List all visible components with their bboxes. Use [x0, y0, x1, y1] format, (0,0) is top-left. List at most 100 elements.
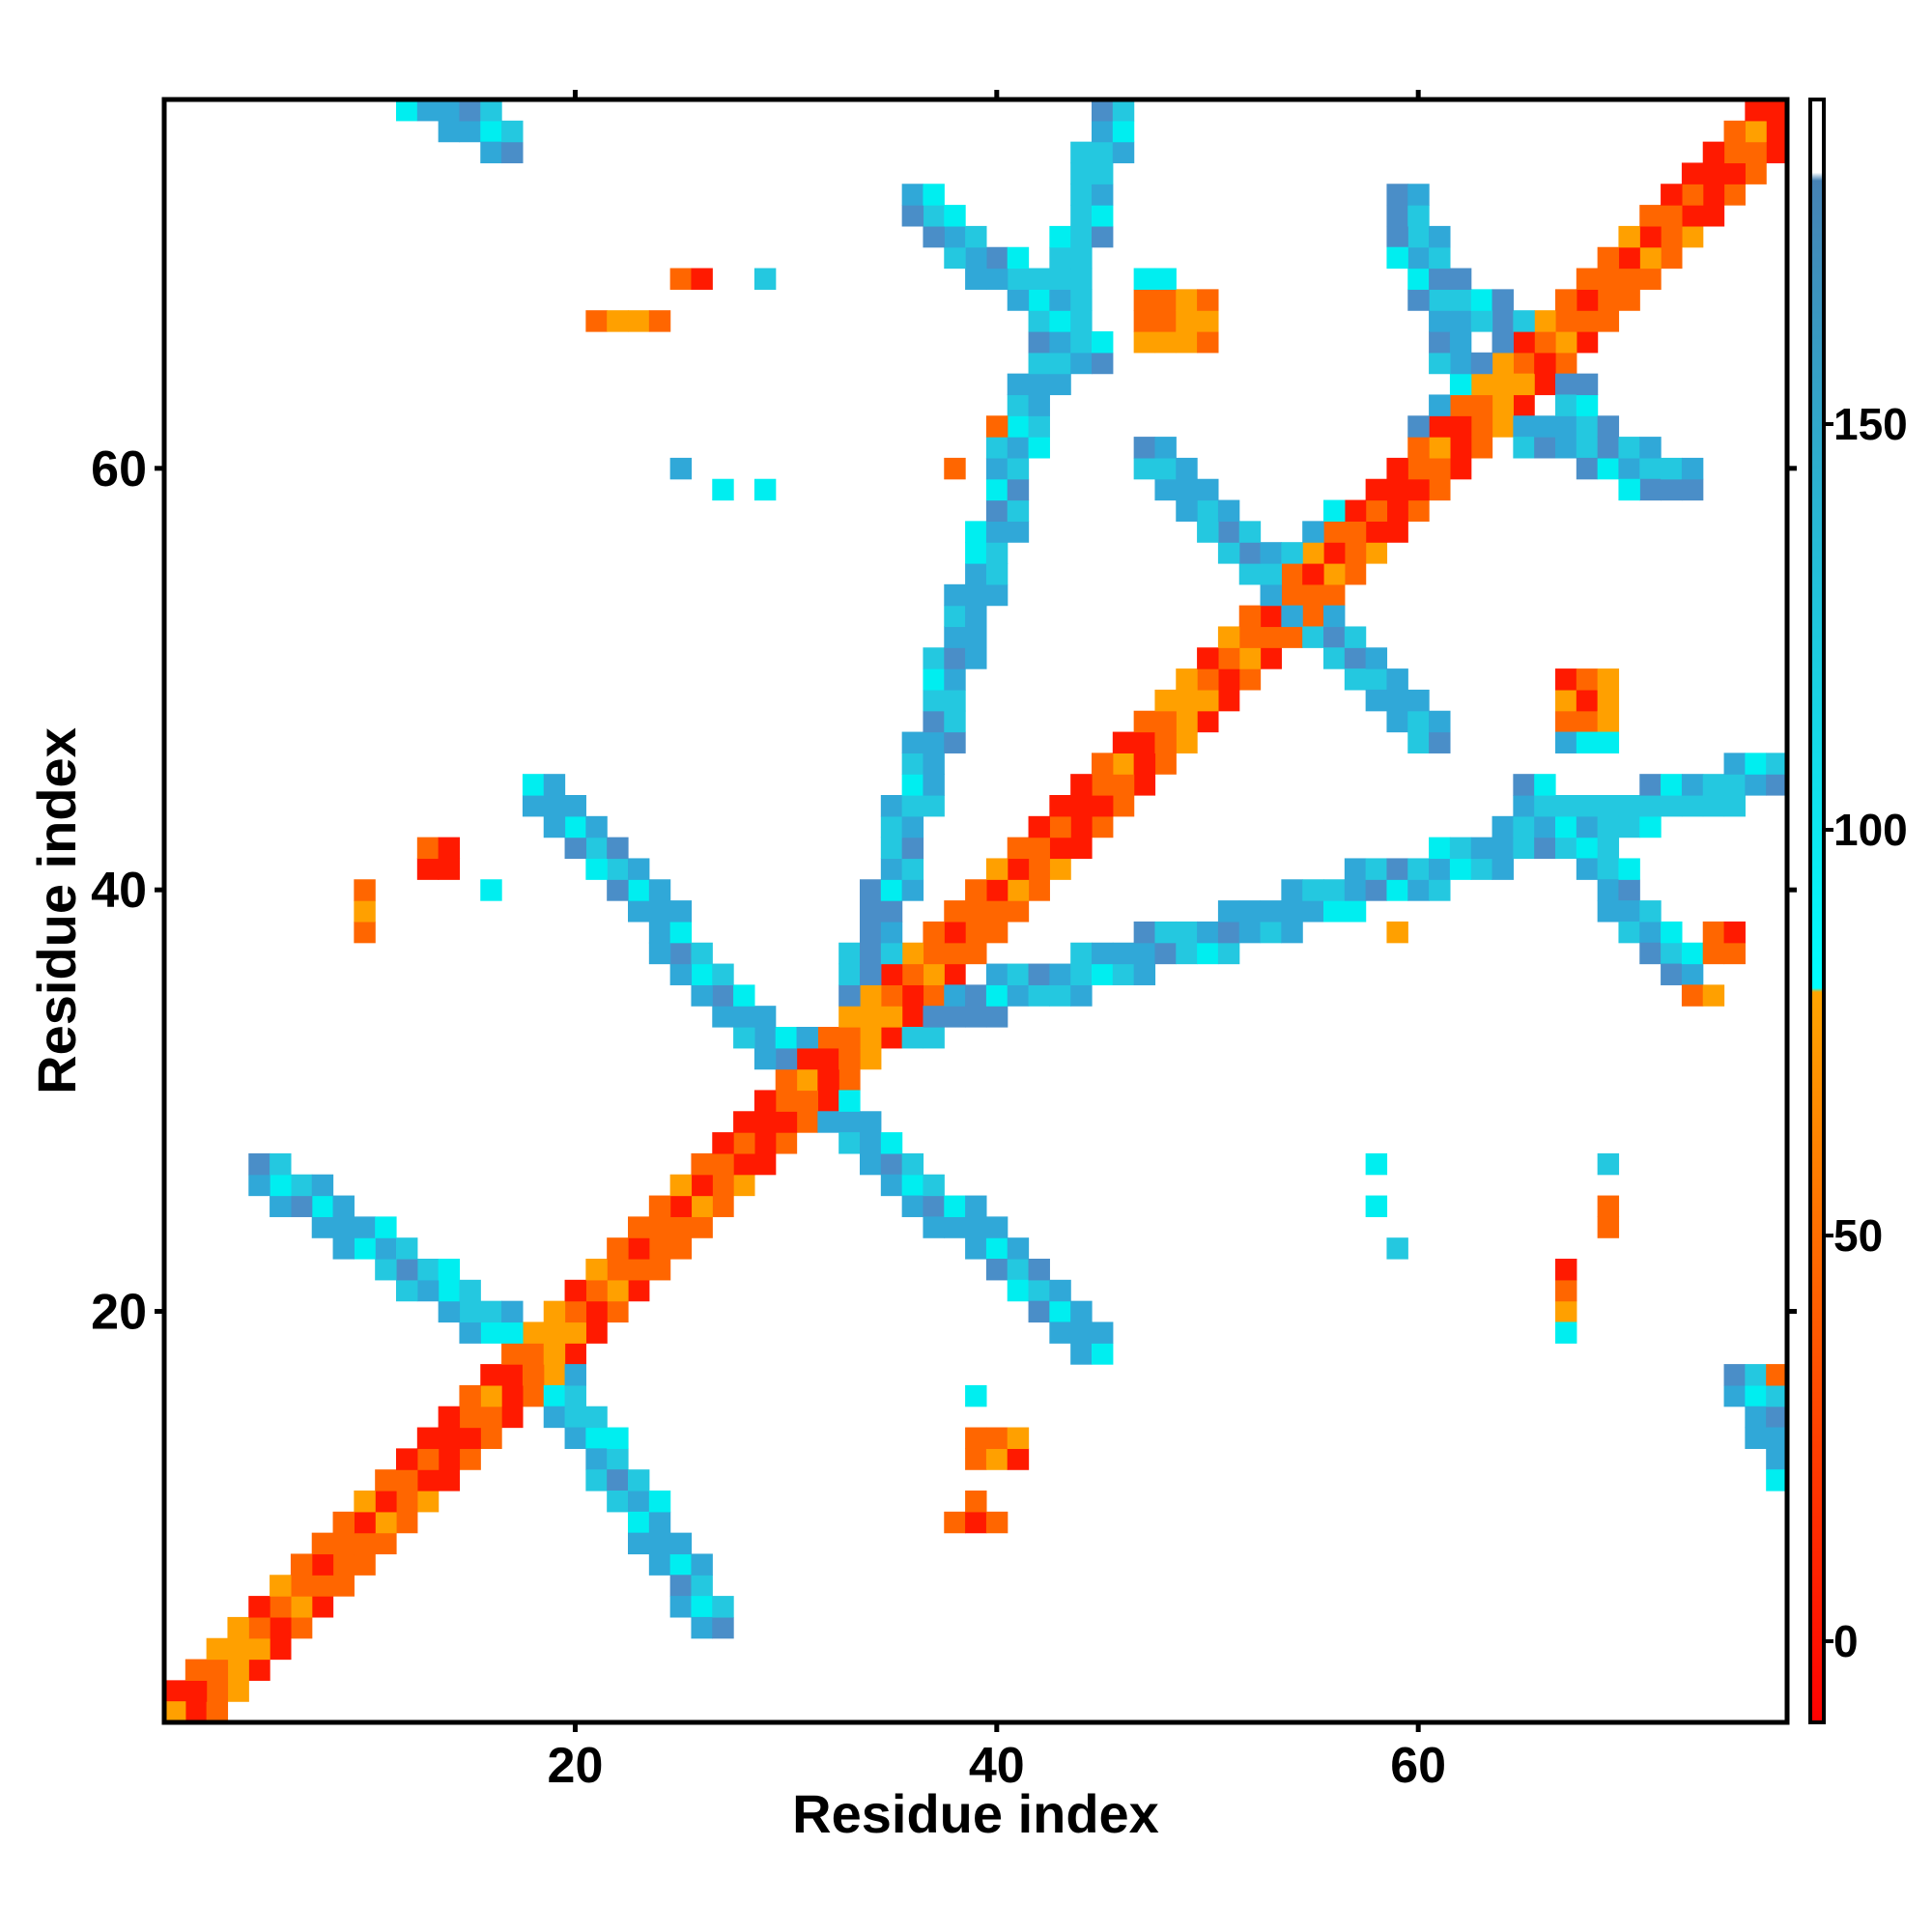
- heatmap-cell: [1323, 626, 1346, 648]
- heatmap-cell: [1365, 1152, 1388, 1176]
- heatmap-cell: [1597, 879, 1620, 901]
- heatmap-cell: [1386, 921, 1408, 944]
- heatmap-cell: [1260, 583, 1282, 607]
- heatmap-cell: [1133, 731, 1156, 753]
- heatmap-cell: [1702, 921, 1725, 944]
- heatmap-cell: [416, 1427, 440, 1449]
- x-tick-label: 60: [1390, 1738, 1446, 1794]
- heatmap-cell: [1007, 963, 1030, 985]
- heatmap-cell: [438, 858, 461, 880]
- heatmap-cell: [1028, 373, 1050, 396]
- heatmap-cell: [965, 1237, 987, 1260]
- heatmap-cell: [1661, 205, 1683, 227]
- heatmap-cell: [1555, 289, 1577, 311]
- heatmap-cell: [648, 1195, 671, 1217]
- heatmap-cell: [733, 1174, 755, 1197]
- heatmap-cell: [1576, 795, 1599, 817]
- heatmap-cell: [1070, 225, 1093, 248]
- heatmap-cell: [1176, 710, 1198, 733]
- heatmap-cell: [1133, 457, 1156, 480]
- heatmap-cell: [628, 310, 650, 332]
- heatmap-cell: [1449, 858, 1472, 880]
- heatmap-cell: [1745, 1384, 1767, 1407]
- heatmap-cell: [733, 1152, 755, 1176]
- heatmap-cell: [585, 310, 608, 332]
- heatmap-cell: [185, 1659, 208, 1681]
- heatmap-cell: [1449, 457, 1472, 480]
- heatmap-cell: [1555, 837, 1577, 860]
- heatmap-cell: [1386, 205, 1408, 227]
- heatmap-cell: [1407, 478, 1430, 501]
- heatmap-cell: [1723, 795, 1746, 817]
- heatmap-cell: [1639, 900, 1662, 923]
- heatmap-cell: [227, 1680, 249, 1702]
- heatmap-cell: [1576, 858, 1599, 880]
- heatmap-cell: [1407, 289, 1430, 311]
- heatmap-cell: [1365, 499, 1388, 522]
- heatmap-cell: [1154, 331, 1177, 354]
- heatmap-cell: [1639, 268, 1662, 290]
- heatmap-cell: [396, 1448, 418, 1470]
- heatmap-cell: [1176, 478, 1198, 501]
- heatmap-cell: [965, 1427, 987, 1449]
- heatmap-cell: [944, 457, 966, 480]
- heatmap-cell: [1176, 331, 1198, 354]
- heatmap-cell: [1197, 499, 1219, 522]
- heatmap-cell: [1407, 225, 1430, 248]
- colorbar-strip: [1808, 98, 1826, 1724]
- heatmap-cell: [607, 879, 629, 901]
- heatmap-cell: [1407, 184, 1430, 206]
- heatmap-cell: [1070, 942, 1093, 965]
- heatmap-cell: [270, 1575, 292, 1597]
- heatmap-cell: [1618, 437, 1640, 459]
- heatmap-cell: [1534, 837, 1556, 860]
- heatmap-cell: [416, 1469, 440, 1492]
- heatmap-cell: [1723, 141, 1746, 164]
- heatmap-cell: [270, 1174, 292, 1197]
- heatmap-cell: [1133, 331, 1156, 354]
- heatmap-cell: [1007, 373, 1030, 396]
- colorbar-tick-label: 150: [1833, 399, 1908, 449]
- heatmap-cell: [1534, 331, 1556, 354]
- heatmap-cell: [1639, 942, 1662, 965]
- heatmap-cell: [1618, 815, 1640, 838]
- heatmap-cell: [1681, 774, 1704, 796]
- heatmap-cell: [838, 1027, 861, 1049]
- heatmap-cell: [691, 984, 713, 1007]
- heatmap-cell: [1470, 858, 1493, 880]
- heatmap-cell: [543, 1343, 566, 1365]
- heatmap-cell: [543, 795, 566, 817]
- heatmap-cell: [985, 563, 1009, 585]
- heatmap-cell: [564, 1364, 586, 1386]
- colorbar: 0 50 100 150: [1808, 98, 1908, 1724]
- heatmap-cell: [1597, 457, 1620, 480]
- heatmap-cell: [1028, 415, 1050, 438]
- heatmap-cell: [1576, 415, 1599, 438]
- heatmap-cell: [1766, 1469, 1788, 1492]
- heatmap-cell: [985, 1427, 1009, 1449]
- colorbar-tick-label: 100: [1833, 805, 1908, 855]
- heatmap-cell: [1470, 352, 1493, 375]
- heatmap-cell: [1702, 774, 1725, 796]
- heatmap-cell: [1007, 268, 1030, 290]
- heatmap-cell: [1639, 774, 1662, 796]
- heatmap-cell: [944, 963, 966, 985]
- heatmap-cell: [416, 1279, 440, 1302]
- heatmap-cell: [860, 1152, 882, 1176]
- heatmap-cell: [712, 963, 734, 985]
- heatmap-cell: [1449, 437, 1472, 459]
- heatmap-cell: [1217, 668, 1240, 691]
- heatmap-cell: [648, 1259, 671, 1281]
- heatmap-cell: [838, 1006, 861, 1028]
- heatmap-cell: [880, 1152, 903, 1176]
- heatmap-cell: [944, 647, 966, 669]
- plot-frame: [161, 97, 1790, 1725]
- heatmap-cell: [290, 1195, 313, 1217]
- heatmap-cell: [1070, 246, 1093, 270]
- heatmap-cell: [1028, 331, 1050, 354]
- heatmap-cell: [880, 1174, 903, 1197]
- heatmap-cell: [1302, 563, 1324, 585]
- heatmap-cell: [290, 1575, 313, 1597]
- heatmap-cell: [944, 900, 966, 923]
- heatmap-cell: [1070, 184, 1093, 206]
